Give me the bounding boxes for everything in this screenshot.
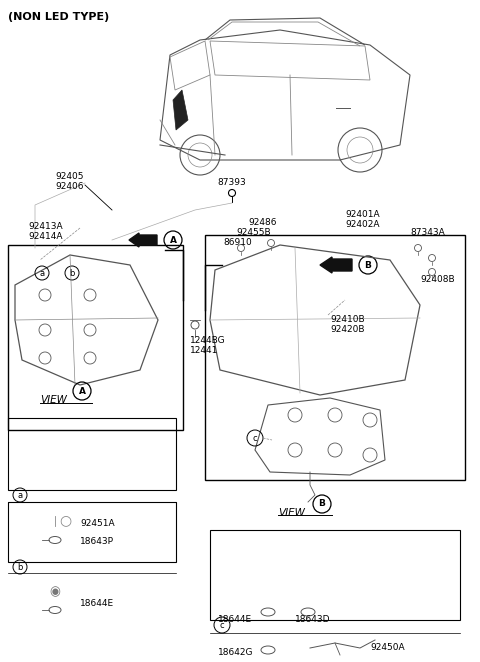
FancyArrow shape (129, 233, 157, 247)
Text: ◉: ◉ (49, 585, 60, 598)
Text: 92455B: 92455B (236, 228, 271, 237)
Text: b: b (17, 563, 23, 571)
Text: b: b (69, 269, 75, 277)
Text: 92402A: 92402A (345, 220, 380, 229)
Text: 92405: 92405 (55, 172, 84, 181)
Text: 92486: 92486 (248, 218, 276, 227)
Text: 92451A: 92451A (80, 518, 115, 528)
Text: 92406: 92406 (55, 182, 84, 191)
Text: 1244BG: 1244BG (190, 336, 226, 345)
Text: 87393: 87393 (217, 178, 246, 187)
Text: 18643D: 18643D (295, 615, 331, 624)
Text: a: a (17, 491, 23, 500)
Text: 92450A: 92450A (370, 643, 405, 652)
Text: a: a (39, 269, 45, 277)
Text: B: B (365, 261, 372, 269)
Text: 18644E: 18644E (218, 615, 252, 624)
Text: 92414A: 92414A (28, 232, 62, 241)
Text: 92420B: 92420B (330, 325, 364, 334)
Text: 18642G: 18642G (218, 648, 253, 657)
Text: B: B (319, 500, 325, 508)
Text: (NON LED TYPE): (NON LED TYPE) (8, 12, 109, 22)
Text: 87343A: 87343A (410, 228, 445, 237)
Text: A: A (169, 236, 177, 244)
Text: 18644E: 18644E (80, 598, 114, 608)
Text: VIEW: VIEW (40, 395, 67, 405)
Text: 86910: 86910 (223, 238, 252, 247)
Text: 92401A: 92401A (345, 210, 380, 219)
Polygon shape (173, 90, 188, 130)
FancyArrow shape (320, 257, 352, 273)
Text: 92408B: 92408B (420, 275, 455, 284)
Text: c: c (252, 434, 257, 442)
Text: VIEW: VIEW (278, 508, 305, 518)
Text: 12441: 12441 (190, 346, 218, 355)
Text: 18643P: 18643P (80, 536, 114, 545)
Text: c: c (220, 620, 224, 630)
Text: ○: ○ (59, 513, 71, 527)
Text: 92410B: 92410B (330, 315, 365, 324)
Text: 92413A: 92413A (28, 222, 62, 231)
Text: A: A (79, 387, 85, 395)
